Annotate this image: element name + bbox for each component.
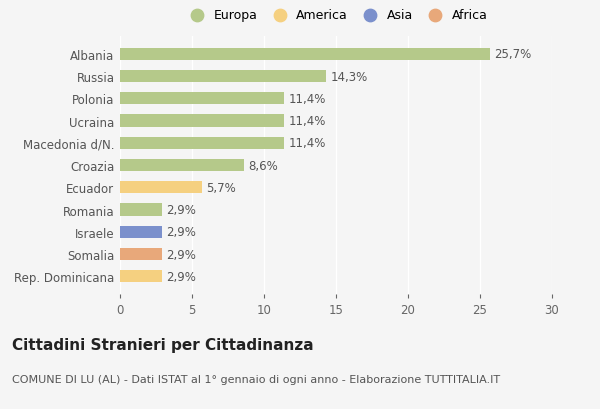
Bar bbox=[120, 115, 284, 127]
Legend: Europa, America, Asia, Africa: Europa, America, Asia, Africa bbox=[179, 4, 493, 27]
Text: 8,6%: 8,6% bbox=[248, 159, 278, 172]
Bar bbox=[120, 271, 162, 283]
Text: 2,9%: 2,9% bbox=[166, 270, 196, 283]
Bar bbox=[120, 204, 162, 216]
Text: 11,4%: 11,4% bbox=[289, 115, 326, 128]
Bar bbox=[120, 93, 284, 105]
Text: 5,7%: 5,7% bbox=[206, 181, 236, 194]
Bar bbox=[120, 71, 326, 83]
Text: 11,4%: 11,4% bbox=[289, 92, 326, 106]
Text: 2,9%: 2,9% bbox=[166, 226, 196, 239]
Bar bbox=[120, 137, 284, 150]
Bar bbox=[120, 49, 490, 61]
Text: 2,9%: 2,9% bbox=[166, 248, 196, 261]
Bar bbox=[120, 160, 244, 172]
Bar bbox=[120, 182, 202, 194]
Text: 2,9%: 2,9% bbox=[166, 204, 196, 216]
Text: 14,3%: 14,3% bbox=[330, 70, 367, 83]
Text: Cittadini Stranieri per Cittadinanza: Cittadini Stranieri per Cittadinanza bbox=[12, 337, 314, 353]
Text: 25,7%: 25,7% bbox=[494, 48, 532, 61]
Text: 11,4%: 11,4% bbox=[289, 137, 326, 150]
Text: COMUNE DI LU (AL) - Dati ISTAT al 1° gennaio di ogni anno - Elaborazione TUTTITA: COMUNE DI LU (AL) - Dati ISTAT al 1° gen… bbox=[12, 374, 500, 384]
Bar bbox=[120, 226, 162, 238]
Bar bbox=[120, 248, 162, 261]
